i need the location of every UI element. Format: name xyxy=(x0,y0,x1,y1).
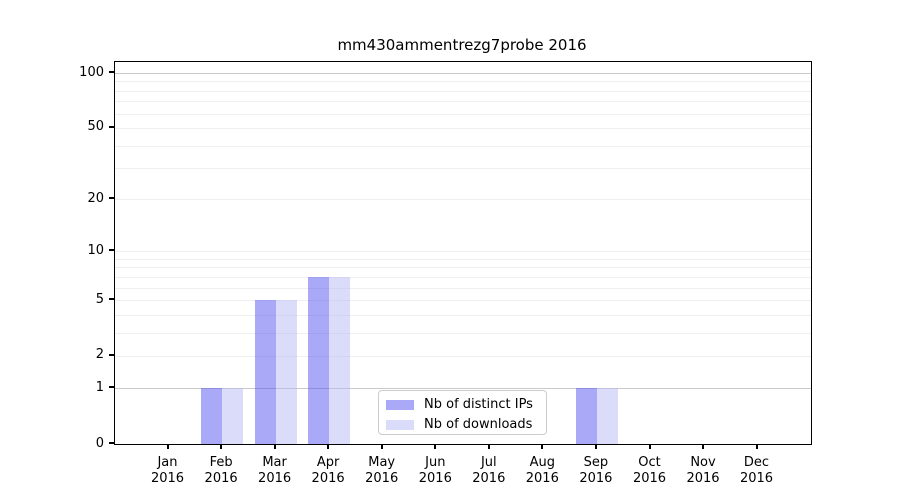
bar-nb-of-downloads xyxy=(596,388,618,444)
y-tick-label: 2 xyxy=(95,347,104,363)
legend-entry-downloads: Nb of downloads xyxy=(379,415,546,435)
major-gridline xyxy=(115,73,811,74)
legend-label-downloads: Nb of downloads xyxy=(424,417,533,432)
bar-nb-of-distinct-ips xyxy=(254,300,276,444)
y-tick xyxy=(109,386,114,389)
legend-swatch-downloads-icon xyxy=(386,420,414,430)
bar-nb-of-downloads xyxy=(275,300,297,444)
minor-gridline xyxy=(115,267,811,269)
x-tick-label: Jan 2016 xyxy=(150,455,185,486)
minor-gridline xyxy=(115,101,811,103)
bar-nb-of-distinct-ips xyxy=(201,388,222,444)
minor-gridline xyxy=(115,300,811,301)
y-tick xyxy=(109,249,114,252)
x-tick-label: Apr 2016 xyxy=(311,455,345,486)
minor-gridline xyxy=(115,355,811,357)
y-tick xyxy=(109,71,114,73)
bar-nb-of-downloads xyxy=(222,388,243,444)
bar-nb-of-distinct-ips xyxy=(308,276,330,444)
y-tick xyxy=(109,125,114,128)
minor-gridline xyxy=(115,314,811,316)
x-tick-label: Jun 2016 xyxy=(418,455,452,486)
bar-nb-of-downloads xyxy=(329,276,351,444)
legend-entry-distinct-ips: Nb of distinct IPs xyxy=(379,395,546,415)
y-tick-label: 20 xyxy=(87,190,104,206)
x-tick xyxy=(327,444,330,449)
minor-gridline xyxy=(115,127,811,129)
x-tick-label: Mar 2016 xyxy=(258,455,292,486)
legend: Nb of distinct IPs Nb of downloads xyxy=(378,390,547,435)
y-tick xyxy=(109,353,114,356)
y-tick-label: 1 xyxy=(95,379,104,395)
x-tick-label: Sep 2016 xyxy=(579,455,613,486)
y-tick-label: 100 xyxy=(79,64,104,80)
minor-gridline xyxy=(115,287,811,289)
minor-gridline xyxy=(115,167,811,169)
minor-gridline xyxy=(115,258,811,260)
x-tick-label: Oct 2016 xyxy=(632,455,667,486)
x-tick xyxy=(273,444,276,449)
bar-nb-of-distinct-ips xyxy=(575,388,597,444)
plot-area xyxy=(114,61,812,445)
x-tick xyxy=(594,444,597,449)
minor-gridline xyxy=(115,332,811,334)
x-tick-label: Feb 2016 xyxy=(204,455,238,486)
x-tick-label: Jul 2016 xyxy=(472,455,506,486)
minor-gridline xyxy=(115,81,811,83)
y-tick-label: 0 xyxy=(95,435,104,451)
legend-swatch-distinct-ips-icon xyxy=(386,400,414,410)
x-tick-label: Nov 2016 xyxy=(686,455,720,486)
x-tick xyxy=(702,444,704,449)
chart-title: mm430ammentrezg7probe 2016 xyxy=(337,36,587,54)
minor-gridline xyxy=(115,145,811,147)
y-tick xyxy=(109,442,114,444)
y-tick-label: 5 xyxy=(95,291,104,307)
minor-gridline xyxy=(115,251,811,253)
x-tick xyxy=(166,444,169,449)
x-tick xyxy=(380,444,383,449)
x-tick-label: Dec 2016 xyxy=(739,455,774,486)
major-gridline xyxy=(115,388,811,390)
minor-gridline xyxy=(115,276,811,278)
y-tick xyxy=(109,298,114,300)
minor-gridline xyxy=(115,199,811,201)
x-tick xyxy=(541,444,544,449)
x-tick-label: May 2016 xyxy=(365,455,399,486)
legend-label-distinct-ips: Nb of distinct IPs xyxy=(424,397,533,412)
x-tick xyxy=(487,444,490,449)
x-tick xyxy=(434,444,437,449)
y-tick-label: 50 xyxy=(87,119,104,135)
x-tick xyxy=(755,444,758,449)
minor-gridline xyxy=(115,90,811,92)
x-tick-label: Aug 2016 xyxy=(525,455,559,486)
y-tick-label: 10 xyxy=(87,242,104,258)
x-tick xyxy=(220,444,223,449)
minor-gridline xyxy=(115,113,811,115)
y-tick xyxy=(109,197,114,200)
x-tick xyxy=(648,444,651,449)
